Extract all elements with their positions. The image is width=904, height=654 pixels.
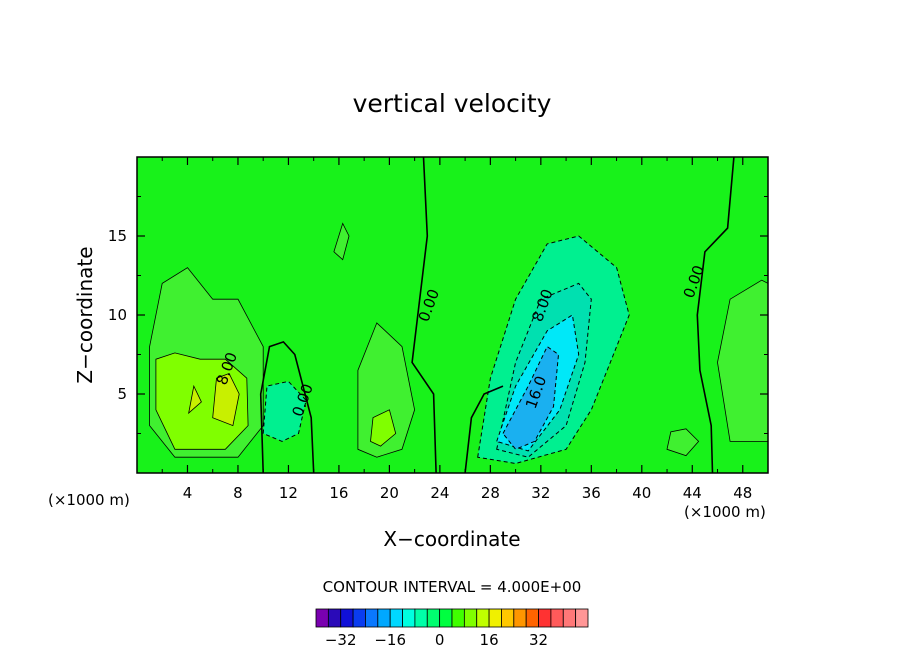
colorbar-swatch bbox=[451, 608, 465, 628]
colorbar-tick-label: −16 bbox=[374, 631, 406, 649]
colorbar-tick-label: 32 bbox=[529, 631, 548, 649]
y-unit-label: (×1000 m) bbox=[48, 491, 130, 509]
colorbar-swatch bbox=[402, 608, 416, 628]
colorbar bbox=[315, 608, 589, 628]
colorbar-tick-label: −32 bbox=[325, 631, 357, 649]
tick-marks bbox=[137, 157, 768, 473]
zero-contour-x26 bbox=[464, 385, 504, 473]
zero-contour-x10 bbox=[259, 340, 315, 473]
x-tick-label: 48 bbox=[733, 484, 752, 502]
colorbar-swatch bbox=[315, 608, 329, 628]
colorbar-swatch bbox=[525, 608, 539, 628]
y-tick-label: 5 bbox=[117, 385, 127, 403]
colorbar-swatch bbox=[426, 608, 441, 628]
colorbar-swatch bbox=[550, 608, 564, 628]
colorbar-swatch bbox=[377, 608, 391, 628]
colorbar-swatch bbox=[352, 608, 366, 628]
zero-contour-x45 bbox=[696, 157, 735, 473]
x-tick-label: 4 bbox=[183, 484, 193, 502]
field-region-updraft-x20-core bbox=[370, 409, 397, 447]
field-region-updraft-x16 bbox=[333, 222, 350, 261]
field-region-updraft-right bbox=[717, 279, 768, 442]
contour-lines bbox=[259, 157, 735, 473]
contour-interval-label: CONTOUR INTERVAL = 4.000E+00 bbox=[323, 578, 582, 596]
x-tick-label: 12 bbox=[279, 484, 298, 502]
y-axis-title: Z−coordinate bbox=[73, 246, 97, 383]
x-tick-label: 24 bbox=[430, 484, 449, 502]
y-tick-label: 10 bbox=[108, 306, 127, 324]
y-tick-labels: 5 10 15 bbox=[108, 227, 127, 403]
x-unit-label: (×1000 m) bbox=[684, 503, 766, 521]
colorbar-swatch bbox=[439, 608, 453, 628]
colorbar-swatch bbox=[488, 608, 502, 628]
colorbar-swatch bbox=[538, 608, 552, 628]
colorbar-swatch bbox=[562, 608, 577, 628]
field-shapes bbox=[149, 222, 768, 465]
x-tick-label: 28 bbox=[481, 484, 500, 502]
colorbar-tick-label: 16 bbox=[480, 631, 499, 649]
x-tick-label: 32 bbox=[531, 484, 550, 502]
x-axis-title: X−coordinate bbox=[383, 527, 520, 551]
x-tick-label: 36 bbox=[582, 484, 601, 502]
field-region-updraft-left-core bbox=[212, 372, 240, 427]
x-tick-labels: 4 8 12 16 20 24 28 32 36 40 44 48 bbox=[183, 484, 753, 502]
field-region-updraft-x43 bbox=[666, 428, 700, 457]
colorbar-swatch bbox=[389, 608, 403, 628]
colorbar-swatch bbox=[340, 608, 354, 628]
colorbar-swatch bbox=[365, 608, 379, 628]
colorbar-swatch bbox=[513, 608, 527, 628]
colorbar-swatch bbox=[501, 608, 515, 628]
x-tick-label: 40 bbox=[632, 484, 651, 502]
field-region-downdraft-x12 bbox=[262, 380, 307, 442]
colorbar-swatch bbox=[575, 608, 589, 628]
y-tick-label: 15 bbox=[108, 227, 127, 245]
chart-title: vertical velocity bbox=[353, 89, 552, 118]
colorbar-tick-label: 0 bbox=[435, 631, 445, 649]
x-tick-label: 20 bbox=[380, 484, 399, 502]
field-region-updraft-left-core-small bbox=[188, 384, 202, 415]
colorbar-labels: −32 −16 0 16 32 bbox=[325, 631, 548, 649]
x-tick-label: 16 bbox=[329, 484, 348, 502]
field-region-downdraft-core bbox=[502, 345, 560, 450]
colorbar-swatch bbox=[327, 608, 342, 628]
colorbar-swatch bbox=[476, 608, 490, 628]
colorbar-swatch bbox=[414, 608, 428, 628]
x-tick-label: 8 bbox=[233, 484, 243, 502]
zero-contour-x23 bbox=[411, 157, 437, 473]
colorbar-swatch bbox=[463, 608, 478, 628]
x-tick-label: 44 bbox=[683, 484, 702, 502]
